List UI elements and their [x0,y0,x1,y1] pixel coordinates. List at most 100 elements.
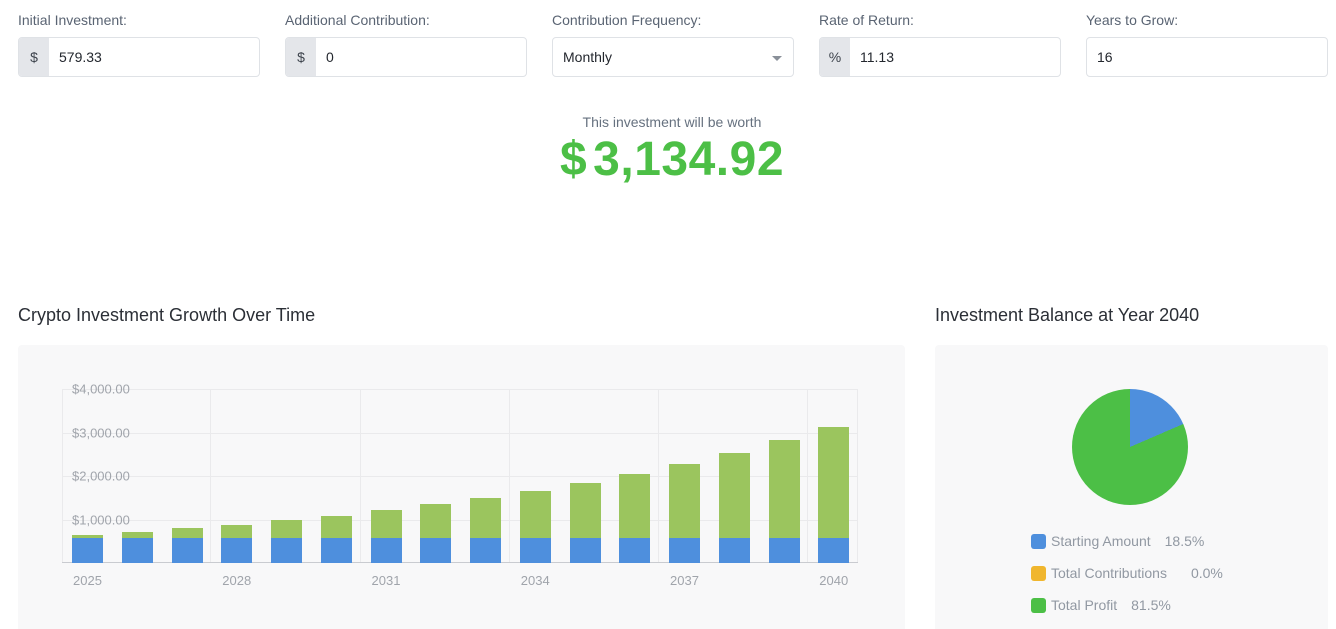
result-currency: $ [559,133,588,186]
bar-segment-starting-amount [768,537,800,563]
bar-2033[interactable] [470,497,501,563]
result-amount: 3,134.92 [593,133,785,186]
gridline [62,519,858,521]
dollar-prefix-icon: $ [286,38,316,76]
y-axis-tick: $4,000.00 [72,381,130,397]
bar-2026[interactable] [121,531,153,563]
rate-of-return-label: Rate of Return: [819,12,914,28]
bar-2034[interactable] [519,490,551,563]
gridline [807,389,809,563]
bar-2035[interactable] [569,482,601,563]
legend-label: Total Contributions [1051,565,1167,581]
x-axis-line [62,562,858,563]
x-axis-tick: 2037 [670,573,699,588]
legend-label: Starting Amount [1051,533,1151,549]
bar-chart-plot-area: $4,000.00 $3,000.00 $2,000.00 $1,000.00 2025… [62,382,858,588]
calculator-inputs: Initial Investment: $ Additional Contrib… [18,0,1328,80]
bar-2040[interactable] [818,426,850,563]
contribution-frequency-select[interactable]: Monthly [552,37,794,77]
gridline [857,389,858,563]
bar-segment-starting-amount [619,537,651,563]
bar-2025[interactable] [72,535,103,563]
gridline [359,389,361,563]
legend-percent: 18.5% [1164,533,1205,549]
bar-segment-total-profit [718,452,750,538]
pie-chart-title: Investment Balance at Year 2040 [935,305,1200,325]
bar-segment-total-profit [768,440,800,538]
additional-contribution-label: Additional Contribution: [285,12,430,28]
bar-segment-total-profit [171,528,203,538]
bar-2030[interactable] [320,515,352,563]
chevron-down-icon [772,56,782,61]
bar-segment-total-profit [519,490,551,538]
bar-2029[interactable] [271,520,302,563]
percent-prefix-icon: % [820,38,850,76]
legend-percent: 0.0% [1190,565,1223,581]
gridline [210,389,212,563]
bar-segment-starting-amount [221,537,253,563]
legend-swatch-icon [1031,597,1046,613]
additional-contribution-input[interactable] [316,38,526,76]
result-caption: This investment will be worth [582,114,762,130]
legend-starting-amount[interactable]: Starting Amount 18.5% [1031,525,1223,557]
rate-of-return-input[interactable] [850,38,1060,76]
pie-legend: Starting Amount 18.5% Total Contributions 0… [1031,525,1223,621]
bar-segment-starting-amount [370,537,402,563]
bar-segment-total-profit [320,515,352,538]
x-axis-tick: 2028 [222,573,252,588]
result-value: $3,134.92 [472,134,872,186]
bar-segment-starting-amount [271,537,302,563]
bar-2028[interactable] [221,524,253,563]
rate-of-return-group: % [819,37,1061,77]
pie-chart [1072,389,1188,505]
bar-2036[interactable] [619,473,651,563]
contribution-frequency-value: Monthly [563,49,613,65]
gridline [62,389,63,563]
bar-segment-total-profit [121,531,153,538]
bar-2037[interactable] [669,463,700,563]
bar-segment-starting-amount [171,537,203,563]
bar-segment-total-profit [669,463,700,538]
initial-investment-label: Initial Investment: [18,12,127,28]
x-axis-tick: 2040 [819,573,849,588]
x-axis-tick: 2034 [520,573,550,588]
gridline [508,389,510,563]
bar-segment-total-profit [72,535,103,538]
initial-investment-group: $ [18,37,260,77]
result-summary: This investment will be worth $3,134.92 [472,114,872,186]
bar-segment-starting-amount [72,537,103,563]
legend-total-profit[interactable]: Total Profit 81.5% [1031,589,1223,621]
bar-segment-total-profit [569,482,601,538]
bar-2027[interactable] [171,528,203,563]
bar-segment-total-profit [619,473,651,538]
years-to-grow-label: Years to Grow: [1086,12,1179,28]
dollar-prefix-icon: $ [19,38,49,76]
balance-pie-chart: Starting Amount 18.5% Total Contributions 0… [935,345,1328,629]
legend-swatch-icon [1031,533,1046,549]
bar-segment-total-profit [221,524,253,538]
gridline [658,389,659,563]
legend-percent: 81.5% [1131,597,1171,613]
bar-2032[interactable] [420,504,452,563]
bar-segment-total-profit [271,520,302,538]
bar-segment-starting-amount [669,537,700,563]
years-to-grow-input[interactable] [1087,38,1327,76]
bar-segment-starting-amount [320,537,352,563]
bar-segment-total-profit [370,510,402,538]
y-axis-tick: $3,000.00 [72,425,130,440]
legend-total-contributions[interactable]: Total Contributions 0.0% [1031,557,1223,589]
legend-swatch-icon [1031,565,1046,581]
additional-contribution-group: $ [285,37,527,77]
x-axis-tick: 2025 [73,573,102,588]
x-axis-tick: 2031 [371,573,401,588]
gridline [62,476,858,477]
bar-2039[interactable] [768,440,800,563]
bar-segment-starting-amount [470,537,501,563]
initial-investment-input[interactable] [49,38,259,76]
bar-2038[interactable] [718,452,750,563]
bar-2031[interactable] [370,510,402,563]
y-axis-tick: $2,000.00 [72,468,130,484]
legend-label: Total Profit [1051,597,1118,613]
bar-segment-starting-amount [121,537,153,563]
bar-segment-starting-amount [818,537,850,563]
